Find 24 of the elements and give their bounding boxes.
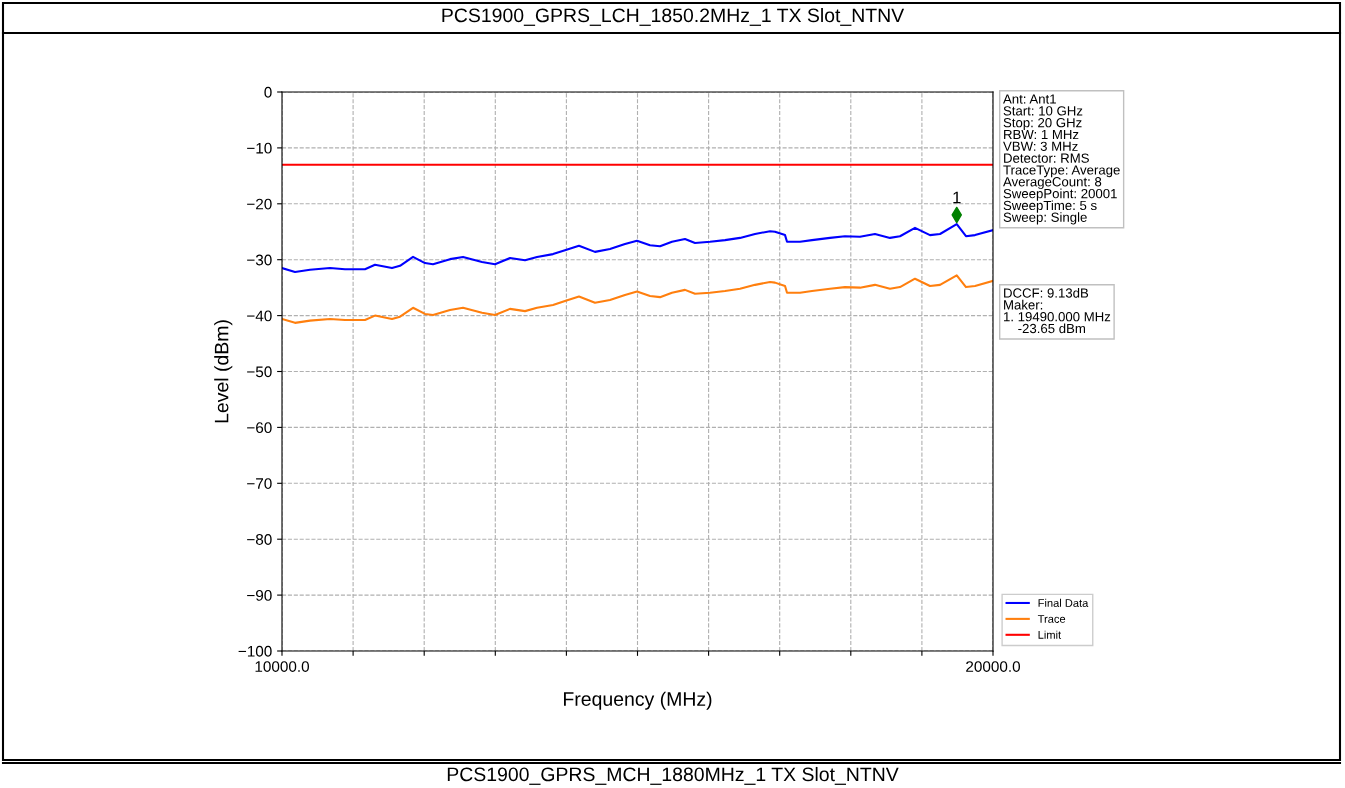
y-tick-label: −90 bbox=[247, 589, 272, 601]
text: PCS1900_GPRS_MCH_1880MHz_1 TX Slot_NTNV bbox=[447, 766, 899, 785]
y-tick-label: −50 bbox=[247, 366, 272, 378]
x-tick-label: 20000.0 bbox=[966, 661, 1021, 672]
y-axis-title: Level (dBm) bbox=[214, 320, 233, 423]
y-tick-label: −10 bbox=[247, 142, 272, 154]
x-axis-title: Frequency (MHz) bbox=[564, 691, 712, 710]
y-tick-label: −60 bbox=[247, 422, 272, 434]
text: DCCF: 9.13dB Maker: 1. 19490.000 MHz -23.65 dBm bbox=[1004, 288, 1111, 334]
legend-label: Final Data bbox=[1038, 598, 1089, 607]
y-tick-label: −80 bbox=[247, 534, 272, 545]
line-series bbox=[282, 274, 993, 324]
annotation: 1 bbox=[953, 191, 961, 204]
y-tick-label: −70 bbox=[247, 478, 272, 489]
y-tick-label: −20 bbox=[247, 198, 272, 210]
y-tick-label: −40 bbox=[247, 310, 272, 322]
text: Ant: Ant1 Start: 10 GHz Stop: 20 GHz RBW: 1 MHz VBW: 3 MHz Detector: RMS TraceType: Average AverageCount: 8 SweepPoint: 20001 SweepTime: 5 s Sweep: Single bbox=[1003, 94, 1120, 225]
y-tick-label: 0 bbox=[264, 86, 272, 98]
y-tick-label: −30 bbox=[247, 254, 272, 266]
x-tick-label: 10000.0 bbox=[255, 661, 310, 672]
legend-label: Limit bbox=[1038, 630, 1062, 639]
chart-title: PCS1900_GPRS_LCH_1850.2MHz_1 TX Slot_NTNV bbox=[442, 7, 905, 26]
legend-label: Trace bbox=[1037, 615, 1066, 623]
y-tick-label: −100 bbox=[238, 645, 272, 657]
